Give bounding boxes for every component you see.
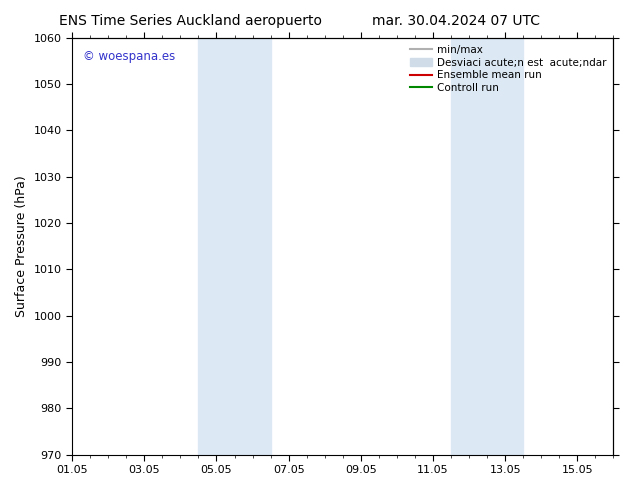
Bar bbox=[198, 38, 271, 455]
Y-axis label: Surface Pressure (hPa): Surface Pressure (hPa) bbox=[15, 175, 28, 317]
Text: © woespana.es: © woespana.es bbox=[83, 50, 175, 63]
Legend: min/max, Desviaci acute;n est  acute;ndar, Ensemble mean run, Controll run: min/max, Desviaci acute;n est acute;ndar… bbox=[408, 43, 608, 95]
Bar bbox=[451, 38, 523, 455]
Text: ENS Time Series Auckland aeropuerto: ENS Time Series Auckland aeropuerto bbox=[59, 14, 321, 28]
Text: mar. 30.04.2024 07 UTC: mar. 30.04.2024 07 UTC bbox=[373, 14, 540, 28]
